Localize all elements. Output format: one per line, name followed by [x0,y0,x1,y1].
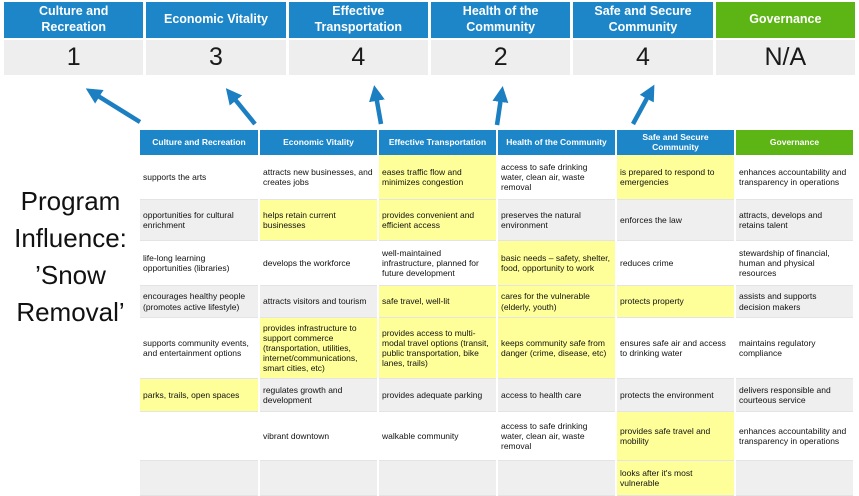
matrix-row-3: life-long learning opportunities (librar… [140,240,855,286]
influence-matrix: Culture and Recreation Economic Vitality E… [140,130,855,496]
matrix-cell-r8-c6 [735,460,855,496]
matrix-cell-r3-c2: develops the workforce [259,240,379,286]
matrix-cell-r4-c2: attracts visitors and tourism [259,285,379,318]
arrow-health [492,86,509,126]
matrix-cell-r4-c3: safe travel, well-lit [378,285,498,318]
arrow-economic [225,88,257,126]
matrix-row-7: vibrant downtown walkable community access… [140,411,855,461]
matrix-cell-r5-c6: maintains regulatory compliance [735,317,855,379]
matrix-header-row: Culture and Recreation Economic Vitality E… [140,130,855,155]
matrix-cell-r1-c2: attracts new businesses, and creates job… [259,155,379,200]
matrix-cell-r2-c1: opportunities for cultural enrichment [140,199,260,241]
matrix-row-2: opportunities for cultural enrichment hel… [140,199,855,241]
title-line2: ’Snow Removal’ [16,259,125,327]
scoreboard-header-3: Health of the Community [430,2,571,38]
scoreboard-score-4: 4 [573,40,713,75]
matrix-row-8: looks after it's most vulnerable [140,460,855,496]
matrix-cell-r5-c2: provides infrastructure to support comme… [259,317,379,379]
matrix-cell-r6-c5: protects the environment [616,378,736,412]
matrix-cell-r5-c1: supports community events, and entertain… [140,317,260,379]
matrix-cell-r4-c1: encourages healthy people (promotes acti… [140,285,260,318]
scoreboard-header-5: Governance [715,2,855,38]
matrix-cell-r6-c4: access to health care [497,378,617,412]
matrix-cell-r3-c5: reduces crime [616,240,736,286]
title-line1: Program Influence: [14,186,127,253]
matrix-row-1: supports the arts attracts new businesses… [140,155,855,200]
matrix-cell-r6-c6: delivers responsible and courteous servi… [735,378,855,412]
scoreboard-header-4: Safe and Secure Community [573,2,713,38]
matrix-cell-r4-c5: protects property [616,285,736,318]
scoreboard-header-1: Economic Vitality [146,2,286,38]
matrix-header-0: Culture and Recreation [140,130,260,155]
matrix-cell-r1-c5: is prepared to respond to emergencies [616,155,736,200]
matrix-cell-r4-c4: cares for the vulnerable (elderly, youth… [497,285,617,318]
matrix-cell-r8-c4 [497,460,617,496]
matrix-cell-r7-c5: provides safe travel and mobility [616,411,736,461]
matrix-row-6: parks, trails, open spaces regulates grow… [140,378,855,412]
matrix-cell-r1-c3: eases traffic flow and minimizes congest… [378,155,498,200]
matrix-header-3: Health of the Community [497,130,617,155]
matrix-row-5: supports community events, and entertain… [140,317,855,379]
scoreboard-score-5: N/A [715,40,855,75]
scoreboard-header-0: Culture and Recreation [4,2,144,38]
matrix-cell-r7-c2: vibrant downtown [259,411,379,461]
arrow-culture [85,88,142,124]
matrix-cell-r3-c4: basic needs – safety, shelter, food, opp… [497,240,617,286]
matrix-header-1: Economic Vitality [259,130,379,155]
matrix-header-2: Effective Transportation [378,130,498,155]
matrix-cell-r5-c5: ensures safe air and access to drinking … [616,317,736,379]
matrix-cell-r3-c1: life-long learning opportunities (librar… [140,240,260,286]
matrix-cell-r5-c4: keeps community safe from danger (crime,… [497,317,617,379]
matrix-cell-r8-c2 [259,460,379,496]
matrix-cell-r1-c6: enhances accountability and transparency… [735,155,855,200]
matrix-cell-r2-c2: helps retain current businesses [259,199,379,241]
matrix-header-5: Governance [735,130,855,155]
scoreboard-score-3: 2 [430,40,571,75]
arrow-safe [631,84,655,126]
matrix-cell-r6-c1: parks, trails, open spaces [140,378,260,412]
program-influence-title: Program Influence: ’Snow Removal’ [2,183,139,331]
matrix-cell-r2-c6: attracts, develops and retains talent [735,199,855,241]
matrix-cell-r6-c3: provides adequate parking [378,378,498,412]
scoreboard-score-2: 4 [288,40,428,75]
scoreboard: Culture and Recreation Economic Vitality E… [4,2,855,75]
matrix-cell-r7-c3: walkable community [378,411,498,461]
matrix-cell-r8-c1 [140,460,260,496]
influence-arrows [85,84,655,126]
matrix-header-4: Safe and Secure Community [616,130,736,155]
matrix-cell-r2-c3: provides convenient and efficient access [378,199,498,241]
scoreboard-score-1: 3 [146,40,286,75]
matrix-cell-r4-c6: assists and supports decision makers [735,285,855,318]
matrix-cell-r8-c3 [378,460,498,496]
matrix-cell-r3-c3: well-maintained infrastructure, planned … [378,240,498,286]
matrix-row-4: encourages healthy people (promotes acti… [140,285,855,318]
matrix-cell-r6-c2: regulates growth and development [259,378,379,412]
matrix-cell-r1-c1: supports the arts [140,155,260,200]
matrix-cell-r2-c5: enforces the law [616,199,736,241]
matrix-cell-r7-c1 [140,411,260,461]
arrow-transportation [369,85,385,125]
matrix-cell-r7-c4: access to safe drinking water, clean air… [497,411,617,461]
matrix-cell-r3-c6: stewardship of financial, human and phys… [735,240,855,286]
scoreboard-header-2: Effective Transportation [288,2,428,38]
scoreboard-score-0: 1 [4,40,144,75]
matrix-cell-r1-c4: access to safe drinking water, clean air… [497,155,617,200]
matrix-cell-r2-c4: preserves the natural environment [497,199,617,241]
matrix-cell-r8-c5: looks after it's most vulnerable [616,460,736,496]
matrix-cell-r5-c3: provides access to multi-modal travel op… [378,317,498,379]
matrix-cell-r7-c6: enhances accountability and transparency… [735,411,855,461]
